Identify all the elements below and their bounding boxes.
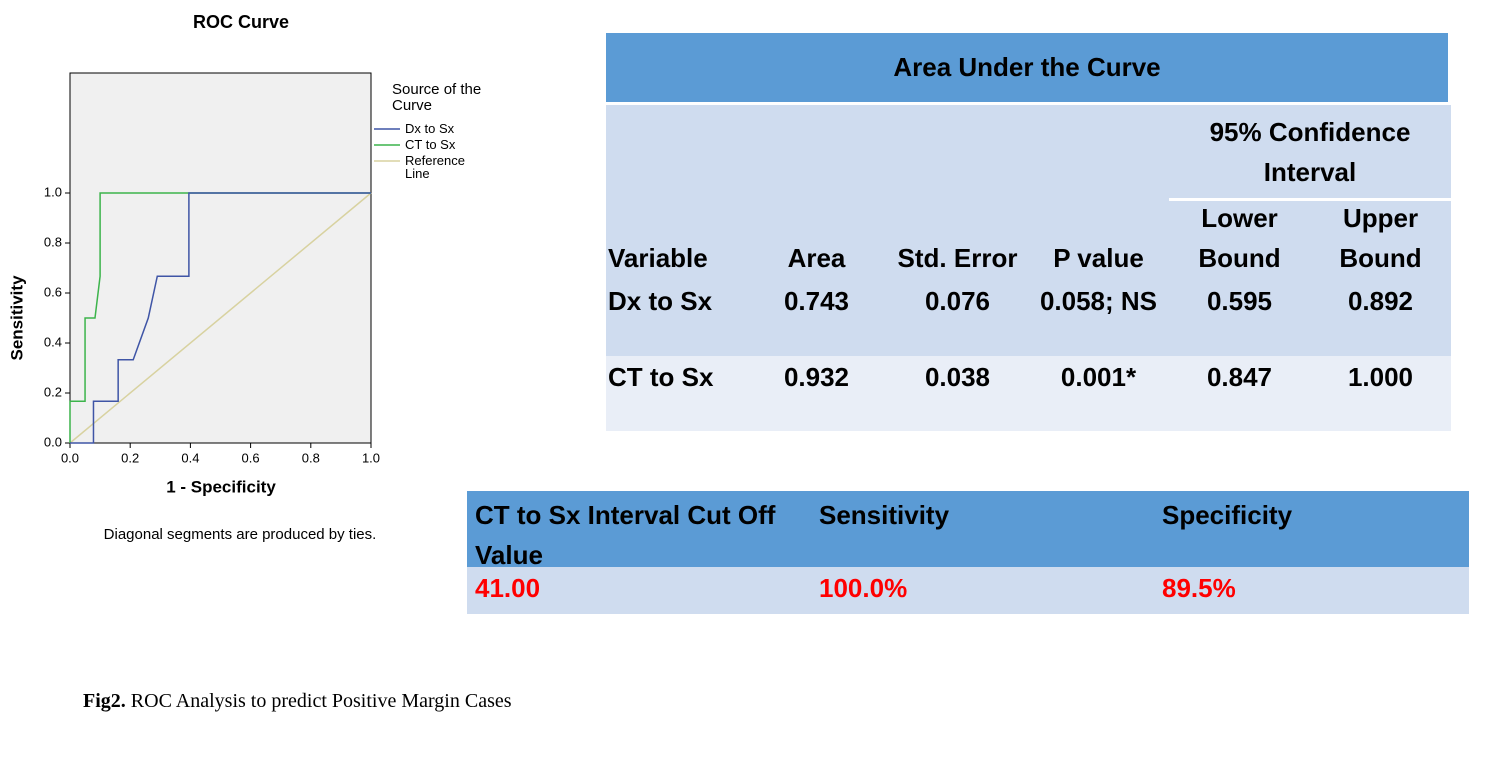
table-cell: 0.847	[1169, 356, 1313, 434]
x-tick-label: 0.6	[242, 450, 260, 465]
x-tick-label: 0.2	[121, 450, 139, 465]
caption-label: Fig2.	[83, 690, 126, 712]
x-axis-label: 1 - Specificity	[166, 477, 276, 496]
legend-label: CT to Sx	[405, 137, 456, 152]
table-cell: 0.932	[746, 356, 890, 434]
table-cell: Dx to Sx	[606, 280, 749, 359]
table-cell: 0.001*	[1028, 356, 1172, 434]
table-cell: 41.00	[467, 567, 814, 617]
plot-area	[69, 72, 372, 444]
column-header: Std. Error	[887, 105, 1031, 283]
y-tick-label: 0.6	[44, 284, 62, 299]
y-tick-label: 0.0	[44, 434, 62, 449]
x-tick-label: 0.4	[181, 450, 199, 465]
column-header: CT to Sx Interval Cut Off Value	[467, 491, 814, 570]
caption: Fig2. ROC Analysis to predict Positive M…	[83, 690, 512, 713]
legend-label: Dx to Sx	[405, 121, 455, 136]
roc-line	[69, 192, 371, 443]
column-header: Specificity	[1154, 491, 1472, 570]
column-header: Sensitivity	[811, 491, 1157, 570]
table-cell: 0.595	[1169, 280, 1313, 359]
table-cell: CT to Sx	[606, 356, 749, 434]
table-cell: 0.743	[746, 280, 890, 359]
x-tick-label: 1.0	[362, 450, 380, 465]
table-cell: 0.892	[1310, 280, 1454, 359]
legend-title: Source of the Curve	[392, 81, 482, 114]
column-header: Upper Bound	[1310, 198, 1454, 283]
x-tick-label: 0.8	[302, 450, 320, 465]
column-header: Variable	[606, 105, 749, 283]
table-cell: 0.076	[887, 280, 1031, 359]
y-tick-label: 0.8	[44, 234, 62, 249]
table-title: Area Under the Curve	[606, 33, 1451, 105]
legend-label: Reference Line	[405, 153, 465, 181]
column-header: Area	[746, 105, 890, 283]
y-tick-label: 0.4	[44, 334, 62, 349]
roc-chart: ROC Curve 1 - Specificity Sensitivity Di…	[7, 12, 400, 543]
roc-line	[69, 192, 372, 444]
table-cell: 0.058; NS	[1028, 280, 1172, 359]
caption-text: ROC Analysis to predict Positive Margin …	[130, 690, 512, 712]
column-header: P value	[1028, 105, 1172, 283]
chart-note: Diagonal segments are produced by ties.	[104, 526, 377, 543]
y-tick-label: 1.0	[44, 184, 62, 199]
column-header: Lower Bound	[1169, 198, 1313, 283]
chart-title: ROC Curve	[193, 12, 289, 32]
x-tick-label: 0.0	[61, 450, 79, 465]
table-cell: 1.000	[1310, 356, 1454, 434]
group-header: 95% Confidence Interval	[1169, 105, 1454, 201]
table-cell: 89.5%	[1154, 567, 1472, 617]
roc-line	[70, 192, 371, 444]
table-cell: 100.0%	[811, 567, 1157, 617]
table-cell: 0.038	[887, 356, 1031, 434]
y-tick-label: 0.2	[44, 384, 62, 399]
y-axis-label: Sensitivity	[7, 275, 26, 361]
